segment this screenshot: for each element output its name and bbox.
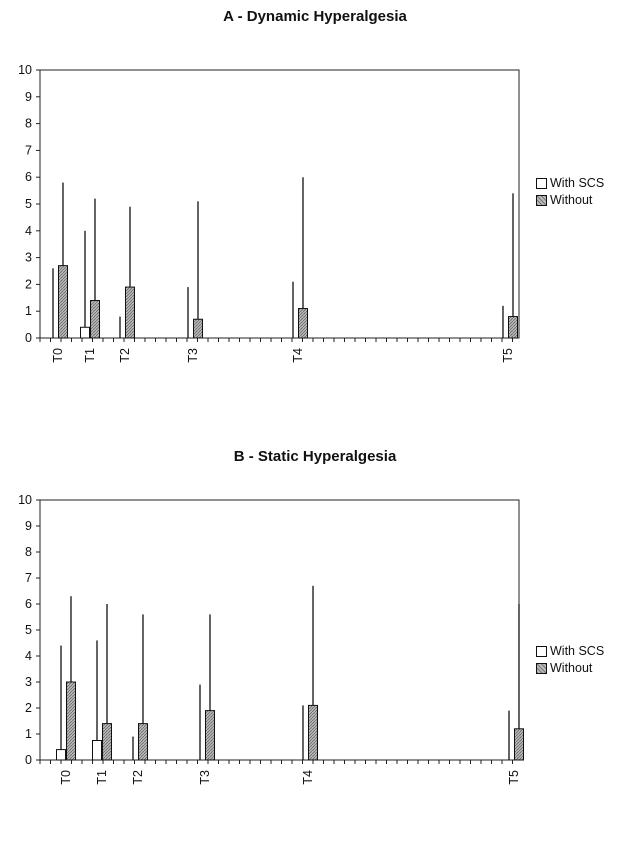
y-tick-label: 0 bbox=[25, 753, 32, 767]
bar-without bbox=[205, 710, 215, 761]
y-tick-label: 9 bbox=[25, 90, 32, 104]
y-tick-label: 8 bbox=[25, 117, 32, 131]
chart-a-plot: 0 1 2 3 4 5 6 7 8 9 10 T0 T1 T2 T3 T4 T5 bbox=[18, 63, 520, 363]
bar-with-scs bbox=[80, 326, 90, 339]
plot-frame bbox=[39, 499, 520, 761]
y-tick-label: 6 bbox=[25, 597, 32, 611]
chart-a-title: A - Dynamic Hyperalgesia bbox=[223, 8, 407, 25]
x-tick-label: T0 bbox=[51, 348, 65, 363]
y-tick-label: 10 bbox=[18, 63, 32, 77]
x-tick-label: T5 bbox=[507, 770, 521, 785]
y-tick-label: 1 bbox=[25, 304, 32, 318]
bar-without bbox=[308, 704, 318, 761]
y-tick-label: 1 bbox=[25, 727, 32, 741]
legend-label-with-scs: With SCS bbox=[550, 176, 605, 190]
y-tick-label: 3 bbox=[25, 251, 32, 265]
x-tick-label: T4 bbox=[291, 348, 305, 363]
legend-swatch-without bbox=[536, 195, 547, 206]
y-tick-label: 7 bbox=[25, 143, 32, 157]
x-tick-label: T5 bbox=[501, 348, 515, 363]
chart-b-title: B - Static Hyperalgesia bbox=[233, 448, 397, 465]
bar-without bbox=[298, 308, 308, 339]
legend-item-without: Without bbox=[536, 660, 604, 677]
chart-b-legend: With SCS Without bbox=[536, 643, 604, 677]
bar-without bbox=[66, 681, 76, 761]
y-tick-label: 6 bbox=[25, 170, 32, 184]
y-tick-label: 4 bbox=[25, 649, 32, 663]
y-tick-label: 2 bbox=[25, 701, 32, 715]
y-tick-label: 0 bbox=[25, 331, 32, 345]
x-tick-label: T4 bbox=[301, 770, 315, 785]
legend-label-without: Without bbox=[550, 193, 593, 207]
legend-label-without: Without bbox=[550, 661, 593, 675]
x-tick-label: T3 bbox=[198, 770, 212, 785]
y-tick-label: 3 bbox=[25, 675, 32, 689]
x-tick-label: T0 bbox=[59, 770, 73, 785]
bar-without bbox=[125, 286, 135, 339]
legend-swatch-with-scs bbox=[536, 178, 547, 189]
y-tick-label: 2 bbox=[25, 277, 32, 291]
legend-swatch-with-scs bbox=[536, 646, 547, 657]
bar-without bbox=[508, 316, 518, 339]
y-tick-label: 5 bbox=[25, 197, 32, 211]
bar-with-scs bbox=[92, 740, 102, 761]
legend-item-with-scs: With SCS bbox=[536, 643, 604, 660]
x-tick-label: T2 bbox=[131, 770, 145, 785]
y-tick-label: 4 bbox=[25, 224, 32, 238]
bar-without bbox=[514, 728, 524, 761]
chart-a-legend: With SCS Without bbox=[536, 175, 604, 209]
bar-without bbox=[138, 723, 148, 761]
bar-with-scs bbox=[56, 749, 66, 761]
x-tick-label: T2 bbox=[118, 348, 132, 363]
y-tick-label: 8 bbox=[25, 545, 32, 559]
y-tick-label: 9 bbox=[25, 519, 32, 533]
legend-item-with-scs: With SCS bbox=[536, 175, 604, 192]
chart-b-plot: 0 1 2 3 4 5 6 7 8 9 10 T0 T1 T2 T3 T4 T5 bbox=[18, 493, 524, 785]
bar-without bbox=[90, 299, 100, 339]
legend-item-without: Without bbox=[536, 192, 604, 209]
bar-without bbox=[58, 265, 68, 339]
legend-label-with-scs: With SCS bbox=[550, 644, 605, 658]
plot-frame bbox=[39, 69, 520, 339]
bar-without bbox=[102, 723, 112, 761]
x-tick-label: T1 bbox=[95, 770, 109, 785]
y-tick-label: 7 bbox=[25, 571, 32, 585]
bar-without bbox=[193, 318, 203, 339]
y-tick-label: 10 bbox=[18, 493, 32, 507]
x-tick-label: T3 bbox=[186, 348, 200, 363]
y-tick-label: 5 bbox=[25, 623, 32, 637]
legend-swatch-without bbox=[536, 663, 547, 674]
x-tick-label: T1 bbox=[83, 348, 97, 363]
